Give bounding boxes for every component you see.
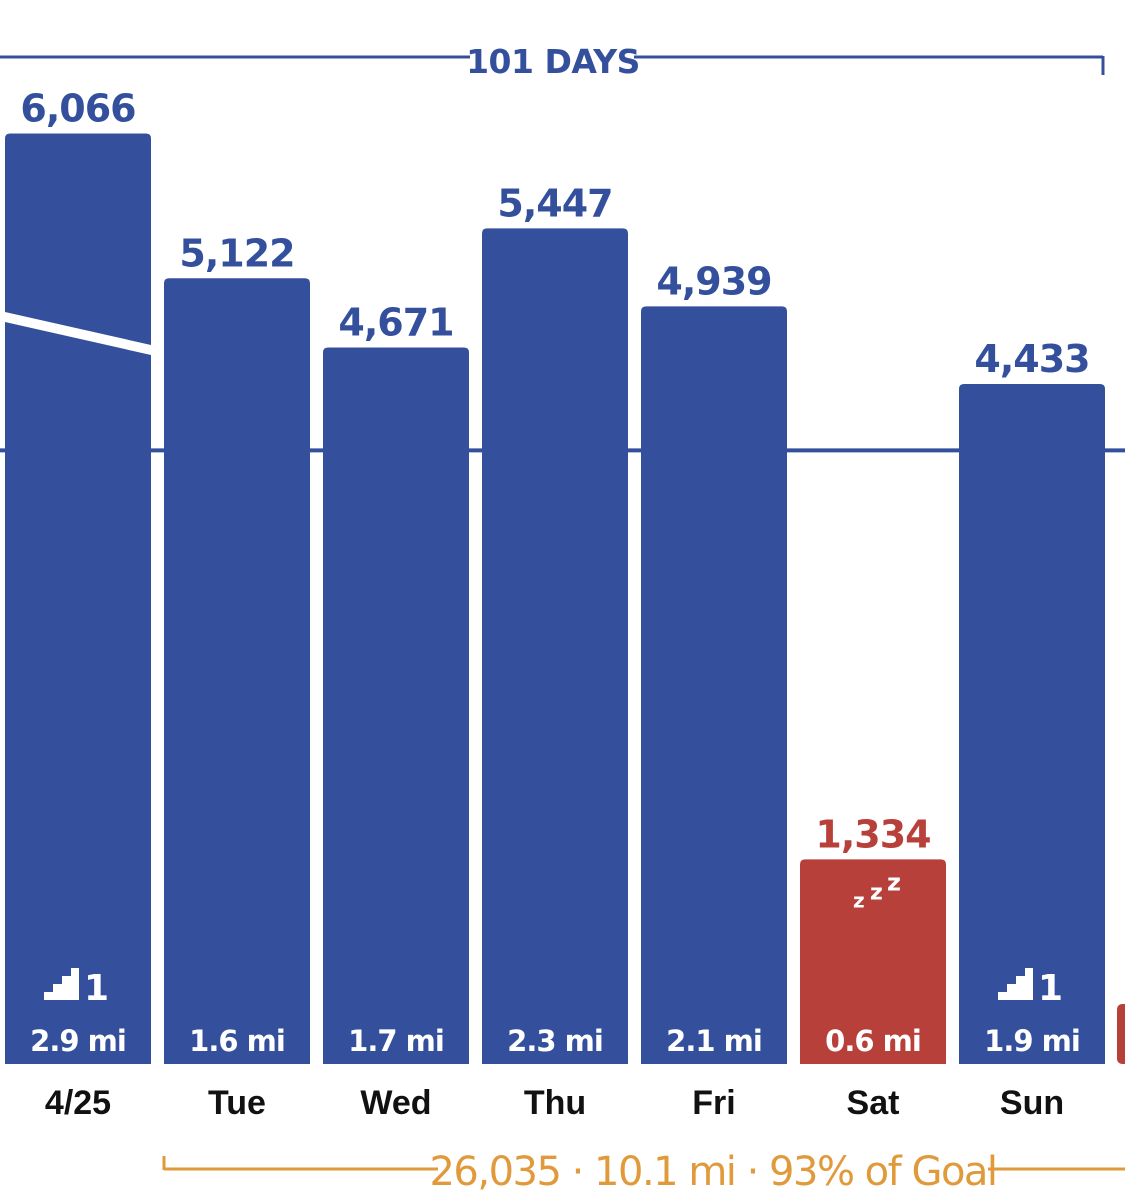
bar-distance-label: 2.3 mi xyxy=(507,1024,603,1058)
bar xyxy=(5,133,151,1065)
bar-distance-label: 1.7 mi xyxy=(348,1024,444,1058)
bars: 6,066 2.9 mi 4/25 1 5,122 1.6 mi Tue 4,671 1.7 m… xyxy=(5,86,1105,1122)
bar-value-label: 5,122 xyxy=(179,231,294,275)
bar-value-label: 4,433 xyxy=(974,337,1089,381)
bar xyxy=(164,278,310,1065)
bar-value-label: 5,447 xyxy=(497,181,612,225)
stairs-icon xyxy=(44,968,79,1000)
svg-text:z: z xyxy=(853,888,865,912)
day-label: Thu xyxy=(524,1084,586,1122)
summary-bracket: 26,035 · 10.1 mi · 93% of Goal xyxy=(162,1149,1125,1195)
stairs-icon xyxy=(998,968,1033,1000)
bar xyxy=(959,383,1105,1065)
day-label: Tue xyxy=(208,1084,266,1122)
svg-text:z: z xyxy=(870,880,883,905)
stairs-count: 1 xyxy=(1038,968,1063,1009)
streak-label: 101 DAYS xyxy=(466,42,640,81)
bar xyxy=(323,347,469,1064)
bar-distance-label: 1.6 mi xyxy=(189,1024,285,1058)
bar xyxy=(800,859,946,1064)
day-label: Sat xyxy=(847,1084,900,1122)
bar-value-label: 4,939 xyxy=(656,259,771,303)
bar-value-label: 4,671 xyxy=(338,300,453,344)
bar xyxy=(482,228,628,1065)
stairs-count: 1 xyxy=(84,968,109,1009)
streak-bracket: 101 DAYS xyxy=(0,42,1105,81)
day-label: Sun xyxy=(1000,1084,1064,1122)
trend-stroke xyxy=(5,312,151,355)
day-label: Fri xyxy=(692,1084,735,1122)
bar-distance-label: 1.9 mi xyxy=(984,1024,1080,1058)
day-label: Wed xyxy=(360,1084,431,1122)
svg-text:z: z xyxy=(887,868,901,896)
bar xyxy=(641,306,787,1064)
bar-value-label: 1,334 xyxy=(815,812,930,856)
bar-distance-label: 0.6 mi xyxy=(825,1024,921,1058)
bar-value-label: 6,066 xyxy=(20,86,135,130)
next-day-bar-partial xyxy=(1117,1004,1125,1064)
bar-distance-label: 2.1 mi xyxy=(666,1024,762,1058)
bar-distance-label: 2.9 mi xyxy=(30,1024,126,1058)
summary-text: 26,035 · 10.1 mi · 93% of Goal xyxy=(429,1149,996,1195)
day-label: 4/25 xyxy=(45,1084,111,1122)
